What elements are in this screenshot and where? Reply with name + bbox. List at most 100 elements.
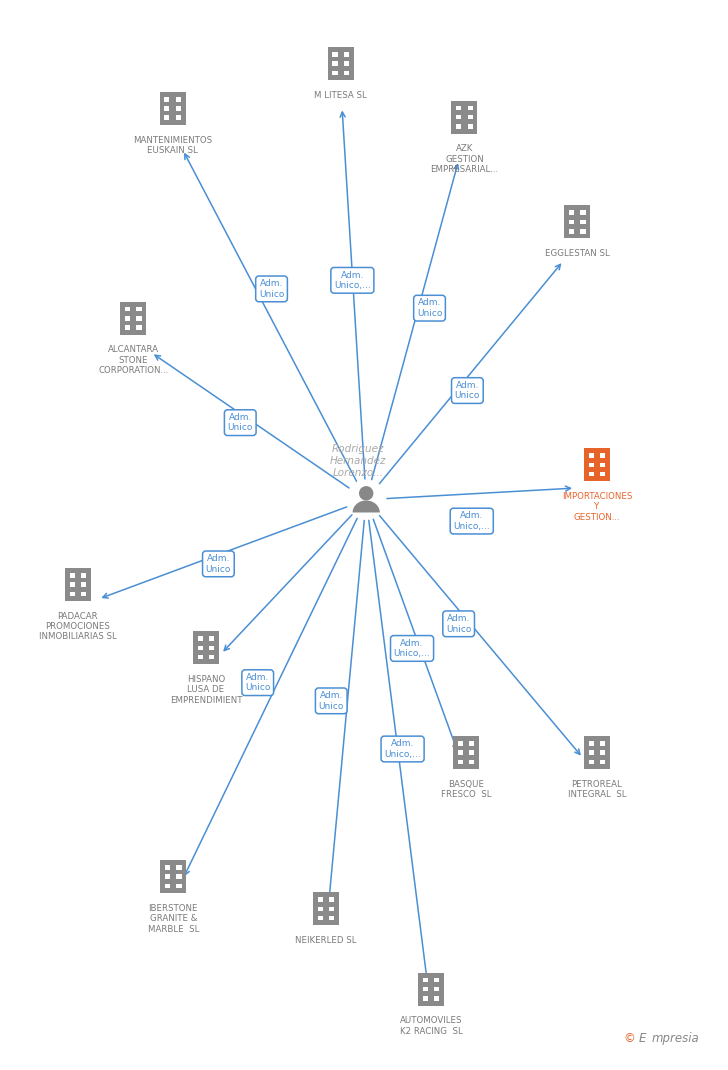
Bar — [175, 97, 181, 102]
Text: AZK
GESTION
EMPRESARIAL...: AZK GESTION EMPRESARIAL... — [430, 144, 499, 174]
Bar — [434, 978, 439, 982]
Bar — [423, 996, 428, 1000]
Bar — [418, 973, 444, 1006]
Bar — [344, 61, 349, 66]
Bar — [333, 52, 338, 57]
Bar — [333, 71, 338, 75]
Bar — [580, 211, 585, 215]
Bar — [165, 97, 170, 102]
Bar — [423, 987, 428, 992]
Bar — [589, 472, 594, 476]
Bar — [209, 655, 214, 659]
Bar — [569, 219, 574, 225]
Bar — [580, 219, 585, 225]
Bar — [209, 645, 214, 651]
Bar — [318, 906, 323, 912]
Bar — [65, 568, 91, 601]
Text: PETROREAL
INTEGRAL  SL: PETROREAL INTEGRAL SL — [568, 780, 626, 799]
Bar — [600, 454, 605, 458]
Text: E: E — [639, 1033, 646, 1045]
Bar — [70, 574, 75, 578]
Text: Adm.
Unico: Adm. Unico — [228, 413, 253, 432]
Bar — [434, 987, 439, 992]
Bar — [456, 106, 462, 110]
Bar — [209, 637, 214, 641]
Bar — [451, 101, 478, 134]
Bar — [165, 884, 170, 888]
Bar — [469, 742, 474, 746]
Polygon shape — [352, 501, 380, 513]
Bar — [564, 205, 590, 239]
Bar — [125, 307, 130, 311]
Bar — [81, 582, 86, 587]
Bar — [456, 114, 462, 120]
Bar — [318, 916, 323, 920]
Bar — [328, 47, 354, 80]
Bar — [467, 114, 472, 120]
Text: Adm.
Unico: Adm. Unico — [455, 381, 480, 400]
Bar — [175, 106, 181, 111]
Text: M LITESA SL: M LITESA SL — [314, 91, 367, 100]
Bar — [467, 124, 472, 128]
Bar — [467, 106, 472, 110]
Bar — [569, 211, 574, 215]
Bar — [453, 736, 479, 769]
Text: Adm.
Unico,...: Adm. Unico,... — [454, 511, 490, 531]
Bar — [589, 454, 594, 458]
Bar — [70, 592, 75, 596]
Bar — [423, 978, 428, 982]
Text: IMPORTACIONES
Y
GESTION...: IMPORTACIONES Y GESTION... — [562, 492, 632, 522]
Text: Adm.
Unico,...: Adm. Unico,... — [384, 739, 421, 759]
Bar — [434, 996, 439, 1000]
Text: Adm.
Unico: Adm. Unico — [206, 554, 231, 574]
Text: PADACAR
PROMOCIONES
INMOBILIARIAS SL: PADACAR PROMOCIONES INMOBILIARIAS SL — [39, 612, 116, 642]
Bar — [589, 462, 594, 468]
Bar — [120, 302, 146, 335]
Bar — [600, 472, 605, 476]
Text: Adm.
Unico,...: Adm. Unico,... — [394, 639, 430, 658]
Bar — [333, 61, 338, 66]
Bar — [176, 884, 181, 888]
Bar — [165, 106, 170, 111]
Bar — [584, 448, 610, 482]
Bar — [136, 316, 141, 321]
Bar — [81, 592, 86, 596]
Bar — [313, 892, 339, 926]
Bar — [589, 742, 594, 746]
Bar — [458, 760, 463, 764]
Bar — [344, 71, 349, 75]
Bar — [136, 325, 141, 330]
Bar — [136, 307, 141, 311]
Bar — [600, 760, 605, 764]
Bar — [329, 906, 334, 912]
Bar — [176, 874, 181, 880]
Text: NEIKERLED SL: NEIKERLED SL — [296, 936, 357, 945]
Text: ©: © — [624, 1033, 636, 1045]
Bar — [198, 637, 203, 641]
Bar — [600, 750, 605, 755]
Bar — [580, 229, 585, 233]
Bar — [193, 631, 219, 664]
Text: BASQUE
FRESCO  SL: BASQUE FRESCO SL — [440, 780, 491, 799]
Bar — [456, 124, 462, 128]
Text: Adm.
Unico: Adm. Unico — [245, 673, 270, 692]
Bar — [159, 92, 186, 125]
Bar — [81, 574, 86, 578]
Bar — [600, 742, 605, 746]
Text: Adm.
Unico: Adm. Unico — [259, 279, 284, 299]
Text: mpresia: mpresia — [651, 1033, 699, 1045]
Bar — [176, 866, 181, 870]
Text: Adm.
Unico: Adm. Unico — [319, 691, 344, 710]
Text: ALCANTARA
STONE
CORPORATION...: ALCANTARA STONE CORPORATION... — [98, 346, 168, 376]
Text: Rodriguez
Hernandez
Lorenzo...: Rodriguez Hernandez Lorenzo... — [330, 444, 387, 477]
Bar — [198, 655, 203, 659]
Text: Adm.
Unico,...: Adm. Unico,... — [334, 271, 371, 290]
Bar — [198, 645, 203, 651]
Bar — [458, 750, 463, 755]
Text: Adm.
Unico: Adm. Unico — [417, 299, 442, 318]
Bar — [469, 750, 474, 755]
Bar — [125, 325, 130, 330]
Bar — [160, 860, 186, 893]
Text: EGGLESTAN SL: EGGLESTAN SL — [545, 249, 609, 258]
Text: MANTENIMIENTOS
EUSKAIN SL: MANTENIMIENTOS EUSKAIN SL — [133, 136, 212, 155]
